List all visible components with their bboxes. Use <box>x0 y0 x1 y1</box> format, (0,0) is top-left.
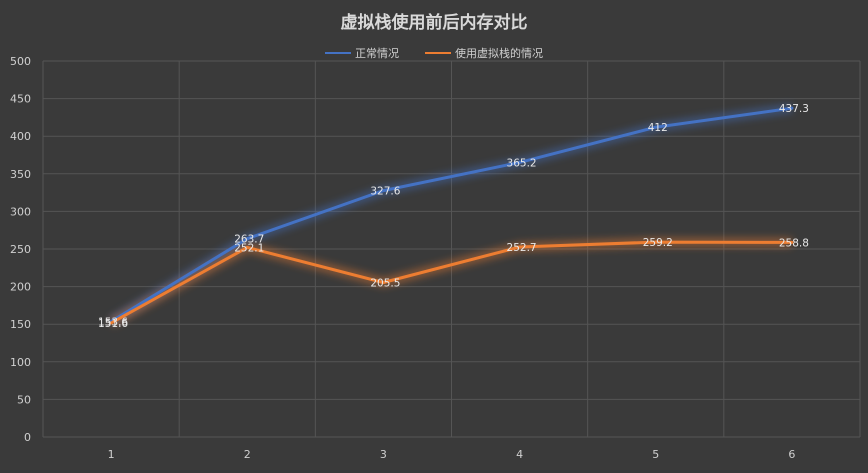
data-point-series-0 <box>381 189 385 193</box>
data-point-series-0 <box>518 160 522 164</box>
y-tick-label: 400 <box>10 130 31 143</box>
legend-label-normal: 正常情况 <box>355 47 399 60</box>
y-tick-label: 150 <box>10 318 31 331</box>
y-tick-label: 350 <box>10 168 31 181</box>
data-point-series-1 <box>518 245 522 249</box>
y-tick-label: 500 <box>10 55 31 68</box>
y-tick-label: 50 <box>17 393 31 406</box>
x-tick-label: 1 <box>108 448 115 461</box>
data-point-series-1 <box>381 280 385 284</box>
legend-item-normal: 正常情况 <box>325 45 399 61</box>
data-point-series-1 <box>790 240 794 244</box>
legend: 正常情况 使用虚拟栈的情况 <box>0 45 868 61</box>
data-label-series-0: 412 <box>648 122 668 134</box>
y-tick-label: 300 <box>10 205 31 218</box>
data-label-series-1: 258.8 <box>779 237 809 249</box>
x-tick-label: 6 <box>788 448 795 461</box>
legend-label-virtual-stack: 使用虚拟栈的情况 <box>455 47 543 60</box>
data-label-series-0: 437.3 <box>779 103 809 115</box>
data-label-series-0: 263.7 <box>234 234 264 246</box>
y-tick-label: 100 <box>10 356 31 369</box>
legend-swatch-virtual-stack <box>425 52 451 54</box>
data-label-series-0: 365.2 <box>507 157 537 169</box>
data-label-series-1: 252.7 <box>507 242 537 254</box>
data-point-series-0 <box>790 106 794 110</box>
legend-item-virtual-stack: 使用虚拟栈的情况 <box>425 45 543 61</box>
data-point-series-0 <box>245 237 249 241</box>
data-point-series-1 <box>109 321 113 325</box>
y-tick-label: 200 <box>10 281 31 294</box>
data-point-series-0 <box>654 125 658 129</box>
legend-swatch-normal <box>325 52 351 54</box>
x-tick-label: 5 <box>652 448 659 461</box>
data-label-series-0: 327.6 <box>370 186 400 198</box>
data-label-series-1: 151.6 <box>98 318 128 330</box>
data-label-series-0: 153.6 <box>98 316 128 328</box>
y-tick-label: 0 <box>24 431 31 444</box>
data-point-series-1 <box>245 245 249 249</box>
series-line-0 <box>110 106 793 323</box>
data-label-series-1: 205.5 <box>370 277 400 289</box>
x-tick-label: 3 <box>380 448 387 461</box>
chart-title: 虚拟栈使用前后内存对比 <box>340 13 528 33</box>
series-line-1 <box>110 240 792 325</box>
data-point-series-1 <box>654 240 658 244</box>
x-tick-label: 4 <box>516 448 523 461</box>
y-tick-label: 250 <box>10 243 31 256</box>
data-label-series-1: 252.1 <box>234 242 264 254</box>
data-label-series-1: 259.2 <box>643 237 673 249</box>
x-tick-label: 2 <box>244 448 251 461</box>
y-tick-label: 450 <box>10 93 31 106</box>
